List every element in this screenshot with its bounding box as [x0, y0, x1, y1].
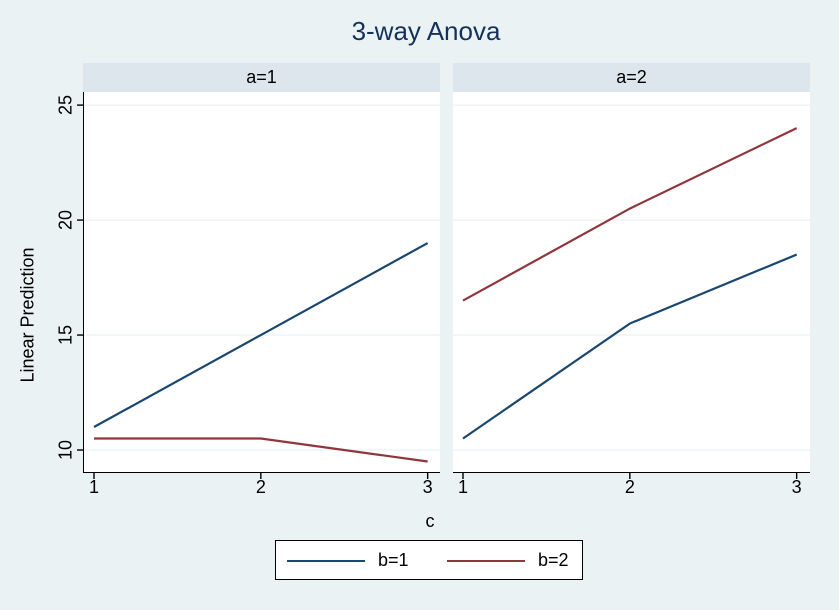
y-tick-label-15: 15 [55, 325, 76, 346]
series-line-b=1 [462, 253, 798, 440]
panel-a1-header: a=1 [83, 63, 440, 92]
panel-a2-header: a=2 [453, 63, 810, 92]
series-line-b=2 [94, 437, 428, 463]
x-tick-label-3: 3 [791, 477, 802, 497]
x-tick-label-2: 2 [624, 477, 635, 497]
legend: b=1 b=2 [275, 540, 583, 580]
panel-a1-plot-svg [77, 104, 441, 479]
legend-label-b2: b=2 [538, 550, 569, 570]
x-axis-title: c [425, 511, 435, 531]
x-tick-label-1: 1 [88, 477, 99, 497]
x-tick-label-1: 1 [457, 477, 468, 497]
y-tick-label-20: 20 [55, 210, 76, 231]
legend-line-b2 [447, 560, 525, 563]
panel-a1-plot-area: 1 2 3 10 15 20 25 [56, 92, 441, 497]
panel-a2-label: a=2 [616, 67, 647, 87]
panel-a2-plot-area: 1 2 3 [453, 92, 810, 497]
chart-title: 3-way Anova [351, 16, 501, 46]
y-tick-label-10: 10 [55, 439, 76, 461]
x-tick-label-3: 3 [422, 477, 433, 497]
x-tick-label-2: 2 [255, 477, 266, 497]
legend-line-b1 [287, 560, 365, 563]
panel-a1: a=1 1 2 3 10 15 20 25 [56, 63, 441, 497]
panel-a1-label: a=1 [246, 67, 277, 87]
y-axis-title: Linear Prediction [17, 247, 38, 383]
y-tick-label-25: 25 [55, 95, 76, 116]
panel-a2-plot-svg [453, 104, 810, 479]
panel-a2: a=2 1 2 3 [453, 63, 810, 497]
series-line-b=2 [462, 127, 798, 302]
legend-label-b1: b=1 [378, 550, 409, 570]
series-line-b=1 [93, 242, 429, 428]
